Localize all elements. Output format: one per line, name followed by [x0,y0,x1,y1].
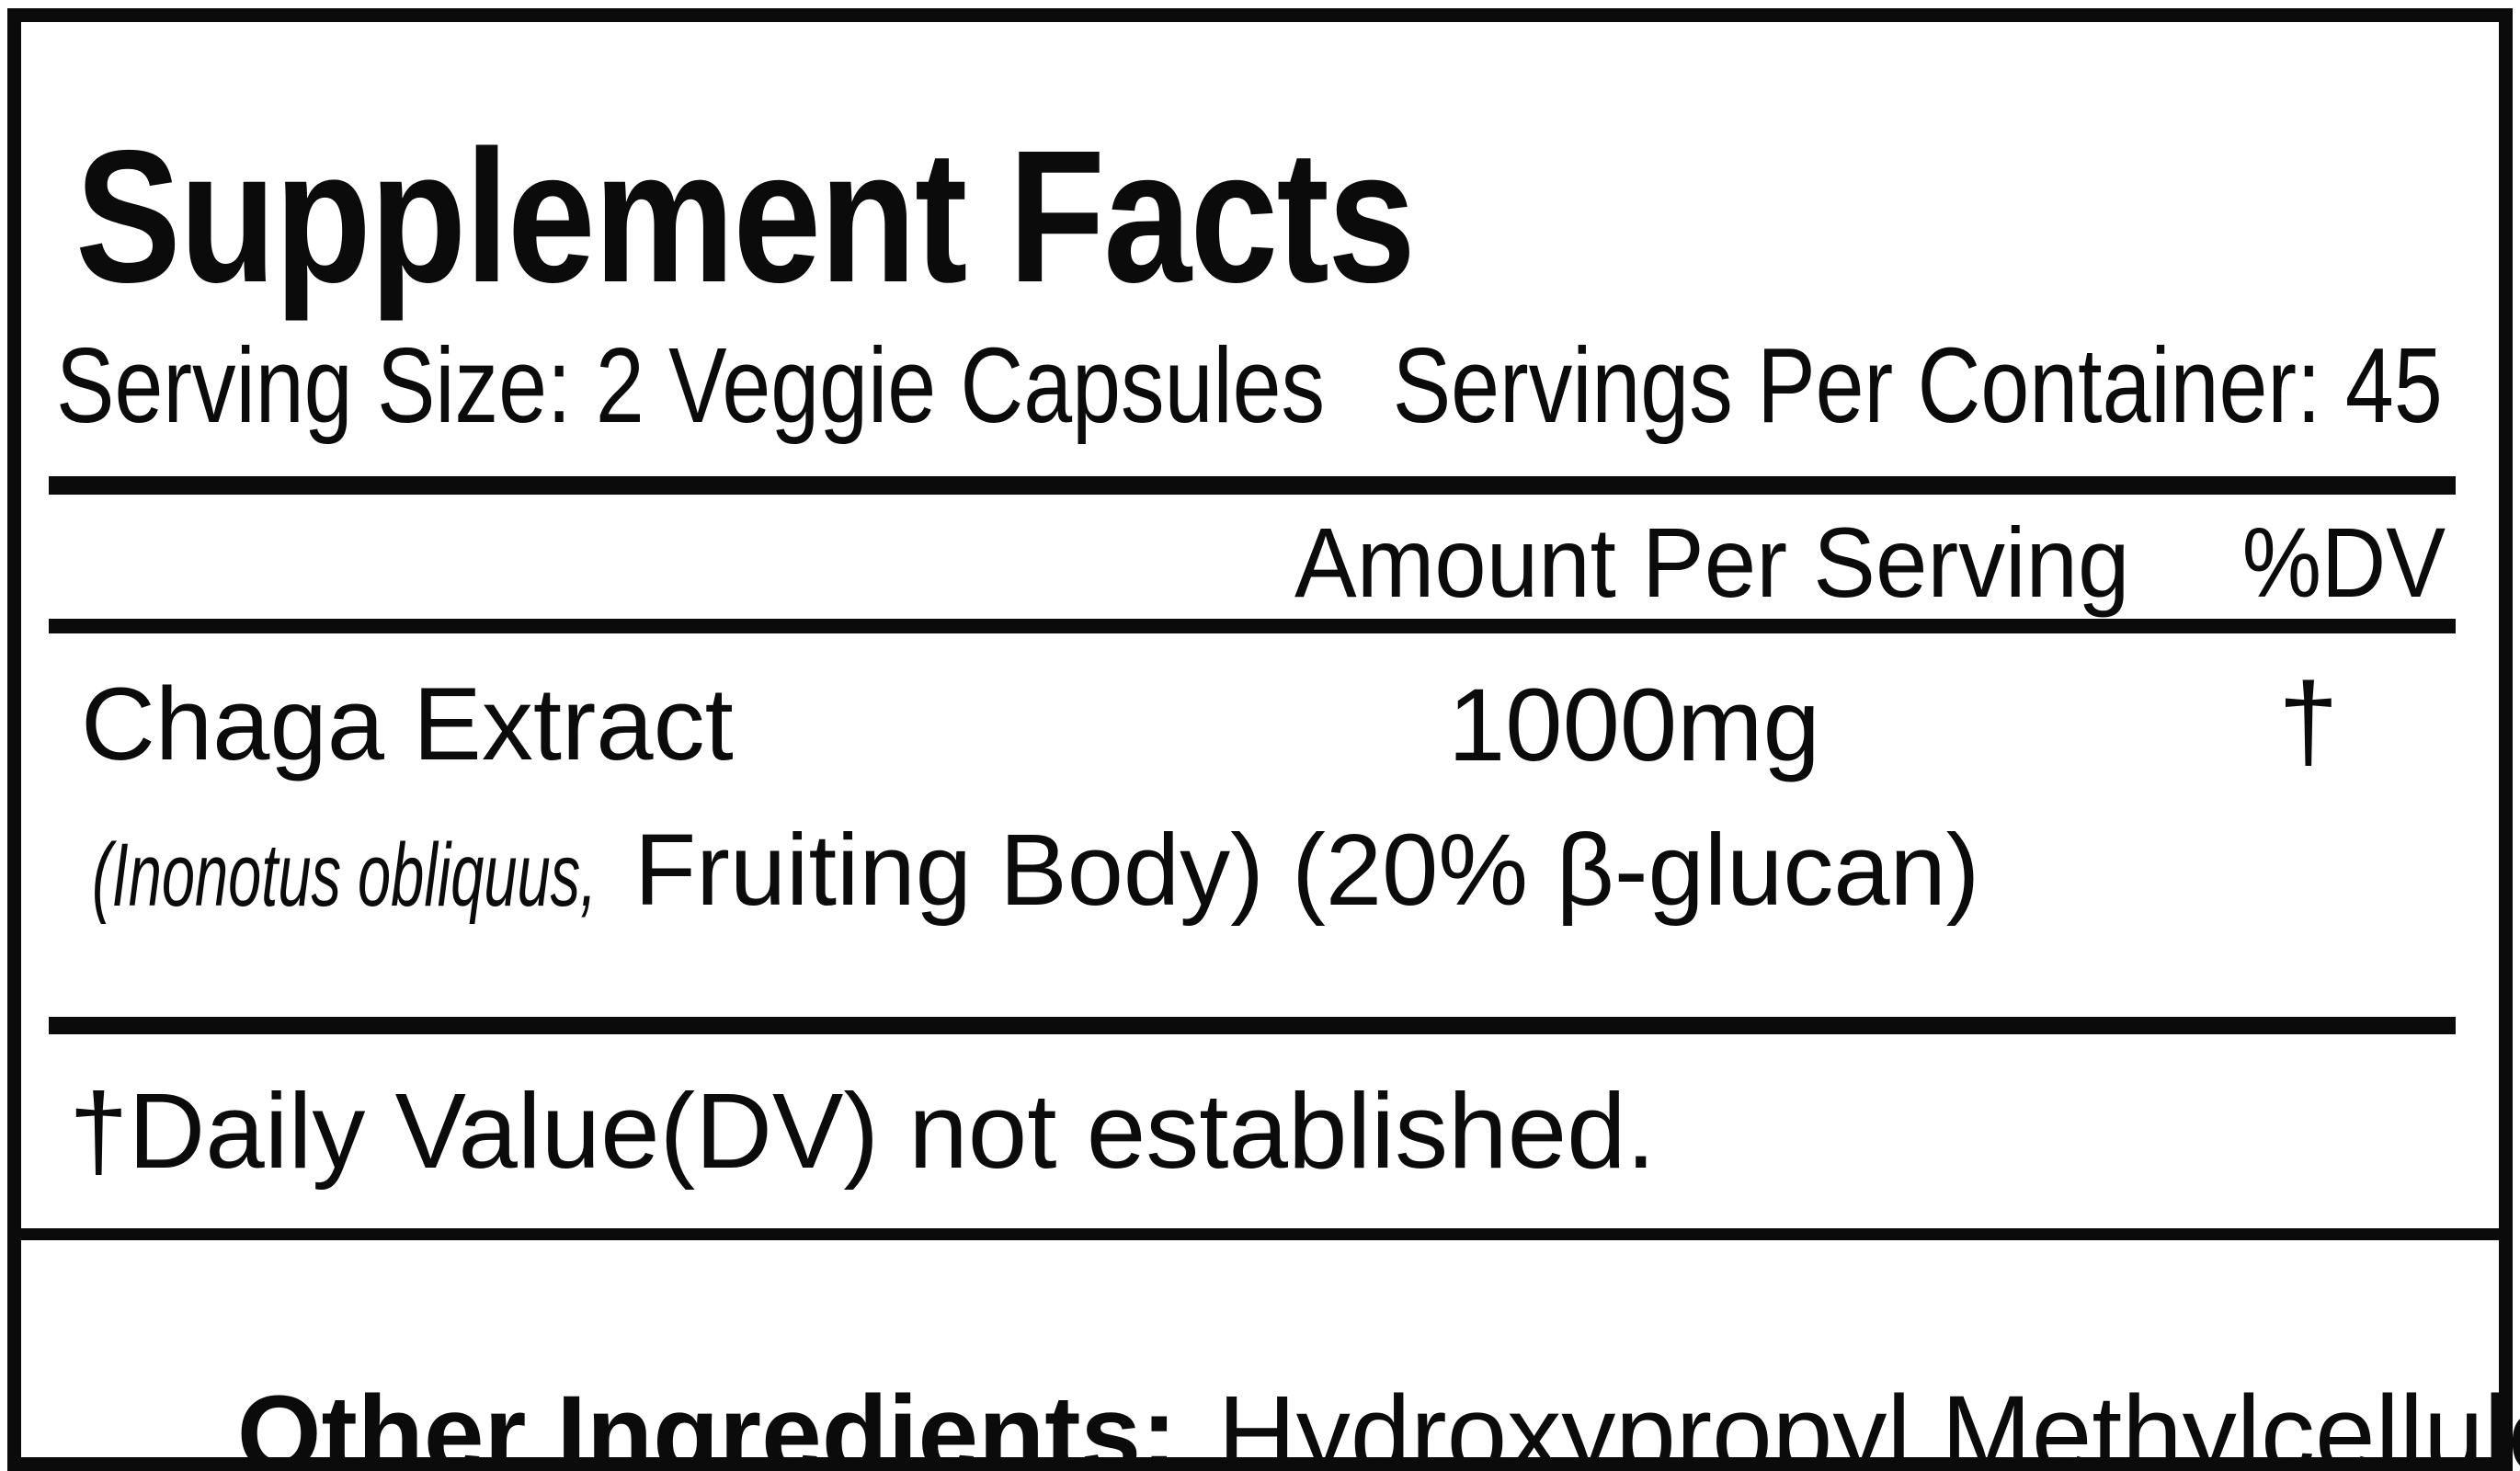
divider-under-ingredients [49,1017,2456,1034]
divider-thick-top [49,476,2456,495]
servings-per-container-text: Servings Per Container: 45 [1392,325,2443,445]
page-title: Supplement Facts [75,111,1416,322]
percent-dv-header: %DV [2241,507,2446,618]
divider-full-width [21,1228,2499,1240]
other-ingredients-value: Hydroxypropyl Methylcellulose [1217,1374,2520,1471]
serving-size-text: Serving Size: 2 Veggie Capsules [56,325,1326,445]
dagger-symbol: † [2278,661,2339,782]
ingredient-amount: 1000mg [1448,667,1820,782]
ingredient-detail: Fruiting Body) (20% β-glucan) [634,814,1980,927]
divider-under-header [49,619,2456,633]
amount-per-serving-header: Amount Per Serving [1294,507,2129,618]
daily-value-footnote: †Daily Value(DV) not established. [69,1071,1656,1191]
ingredient-latin-name: (Inonotus obliquus, [92,825,598,925]
other-ingredients-line: Other Ingredients: Hydroxypropyl Methylce… [56,1271,2520,1471]
ingredient-name: Chaga Extract [81,667,734,781]
other-ingredients-label: Other Ingredients: [236,1374,1178,1471]
